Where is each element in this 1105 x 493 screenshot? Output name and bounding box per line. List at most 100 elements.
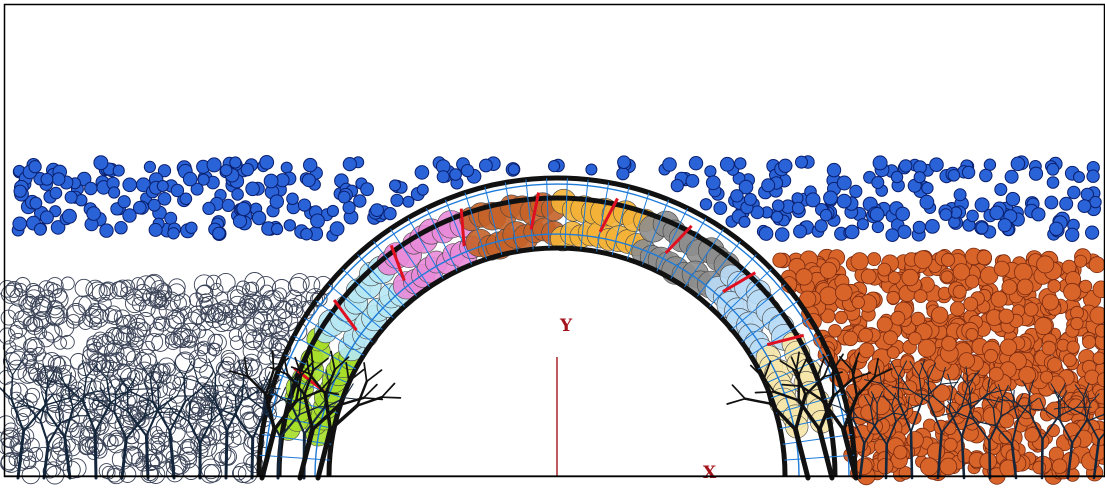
fracture-line bbox=[312, 357, 329, 371]
top-particle bbox=[1077, 199, 1092, 214]
top-particle bbox=[704, 165, 717, 178]
soil-particle bbox=[965, 327, 979, 341]
soil-particle bbox=[1051, 458, 1068, 474]
soil-particle bbox=[850, 252, 869, 271]
soil-particle bbox=[795, 268, 813, 286]
soil-particle bbox=[1047, 279, 1061, 293]
fracture-line bbox=[126, 410, 148, 437]
fracture-line bbox=[1041, 415, 1060, 441]
soil-particle bbox=[867, 252, 882, 267]
top-particle bbox=[616, 167, 630, 181]
fracture-line bbox=[294, 356, 302, 377]
fracture-line bbox=[952, 375, 962, 390]
fracture-line bbox=[884, 443, 889, 480]
top-particle bbox=[548, 160, 561, 173]
soil-particle bbox=[0, 280, 16, 298]
fracture-line bbox=[898, 360, 907, 377]
arch-mesh-line bbox=[750, 317, 810, 356]
soil-particle bbox=[262, 333, 279, 349]
top-particle bbox=[997, 218, 1012, 233]
fracture-line bbox=[817, 356, 826, 376]
fracture-line bbox=[907, 404, 921, 410]
fracture-line bbox=[64, 384, 84, 402]
top-particle bbox=[164, 211, 178, 225]
top-particle bbox=[1089, 195, 1102, 209]
soil-particle bbox=[288, 303, 304, 319]
soil-particle bbox=[919, 457, 939, 477]
fracture-line bbox=[279, 413, 301, 439]
fracture-line bbox=[328, 403, 360, 432]
fracture-line bbox=[846, 390, 855, 403]
top-particle bbox=[29, 196, 43, 210]
fracture-line bbox=[345, 361, 350, 383]
soil-particle bbox=[1088, 256, 1105, 274]
soil-particle bbox=[92, 331, 109, 348]
fracture-line bbox=[1067, 406, 1087, 417]
fracture-line bbox=[895, 408, 909, 423]
top-particle bbox=[108, 186, 121, 199]
top-particle bbox=[303, 157, 318, 173]
arch-mesh-line bbox=[546, 178, 550, 249]
soil-particle bbox=[179, 306, 193, 320]
fracture-line bbox=[1053, 389, 1061, 403]
soil-particle bbox=[66, 458, 87, 479]
fracture-line bbox=[269, 366, 289, 376]
fracture-line bbox=[932, 395, 950, 411]
soil-particle bbox=[55, 454, 73, 471]
arch-beam-ring bbox=[256, 175, 858, 477]
top-particle bbox=[966, 209, 979, 223]
top-particle bbox=[758, 226, 774, 241]
fracture-line bbox=[241, 387, 264, 402]
fracture-line bbox=[920, 362, 929, 379]
fracture-line bbox=[290, 366, 310, 375]
arch-mesh-line bbox=[259, 454, 330, 461]
fracture-line bbox=[234, 394, 250, 399]
soil-particle bbox=[22, 366, 39, 384]
top-particle bbox=[1046, 162, 1060, 176]
top-particle bbox=[1073, 171, 1085, 183]
soil-particle bbox=[241, 329, 263, 351]
arch-mesh-line bbox=[389, 228, 430, 288]
fracture-line bbox=[248, 397, 268, 413]
soil-particle bbox=[1082, 334, 1097, 349]
soil-particle bbox=[100, 282, 114, 297]
fracture-line bbox=[259, 427, 277, 481]
soil-particle bbox=[105, 326, 123, 345]
fracture-line bbox=[303, 407, 325, 435]
soil-particle bbox=[917, 338, 937, 358]
fracture-line bbox=[44, 397, 70, 406]
top-particle bbox=[221, 198, 235, 212]
fracture-line bbox=[985, 397, 994, 409]
top-particle bbox=[856, 218, 870, 231]
soil-particle bbox=[203, 464, 223, 483]
soil-particle bbox=[35, 446, 52, 463]
fracture-line bbox=[204, 391, 213, 404]
top-particle bbox=[263, 173, 279, 189]
top-particle bbox=[236, 201, 251, 217]
fracture-line bbox=[5, 358, 13, 376]
fracture-line bbox=[113, 411, 128, 440]
fracture-line bbox=[264, 392, 277, 432]
top-particle bbox=[869, 207, 885, 222]
fracture-line bbox=[208, 396, 219, 409]
soil-particle bbox=[1079, 279, 1093, 293]
right-soil-particles bbox=[772, 247, 1105, 486]
soil-particle bbox=[233, 359, 252, 379]
soil-particle bbox=[305, 288, 325, 308]
soil-particle bbox=[106, 465, 126, 485]
top-particle bbox=[1004, 169, 1019, 184]
soil-particle bbox=[206, 342, 220, 356]
soil-particle bbox=[66, 303, 86, 323]
top-particle bbox=[342, 157, 357, 172]
arch-mesh-line bbox=[373, 240, 417, 297]
top-particle bbox=[167, 227, 180, 240]
soil-particle bbox=[63, 438, 81, 457]
soil-particle bbox=[121, 445, 141, 465]
top-particle bbox=[912, 220, 926, 234]
fracture-line bbox=[22, 404, 47, 433]
top-particle bbox=[771, 199, 785, 212]
fracture-line bbox=[1076, 395, 1087, 408]
fracture-line bbox=[988, 439, 992, 480]
fracture-line bbox=[967, 400, 975, 421]
fracture-line bbox=[183, 360, 193, 378]
